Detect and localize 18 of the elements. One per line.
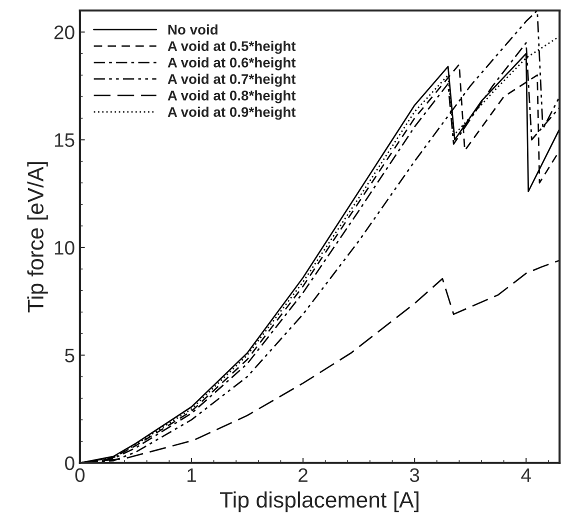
y-tick-label: 5 [65, 348, 74, 362]
y-tick-label: 0 [65, 456, 74, 470]
legend-label: A void at 0.9*height [168, 106, 296, 120]
y-tick-label: 20 [54, 26, 74, 40]
legend-label: A void at 0.5*height [168, 40, 296, 54]
legend-label: A void at 0.7*height [168, 74, 296, 87]
x-tick-label: 4 [521, 468, 531, 482]
legend-label: A void at 0.6*height [168, 57, 296, 70]
x-tick-label: 1 [188, 468, 196, 482]
y-axis-title: Tip force [eV/A] [27, 162, 48, 312]
y-tick-label: 15 [54, 133, 74, 148]
legend-label: A void at 0.8*height [168, 90, 296, 104]
x-tick-label: 0 [75, 468, 85, 482]
x-tick-label: 2 [298, 468, 308, 482]
x-axis-title: Tip displacement [A] [220, 491, 418, 512]
legend-label: No void [168, 24, 218, 35]
x-tick-label: 3 [410, 468, 420, 482]
y-tick-label: 10 [54, 240, 74, 255]
